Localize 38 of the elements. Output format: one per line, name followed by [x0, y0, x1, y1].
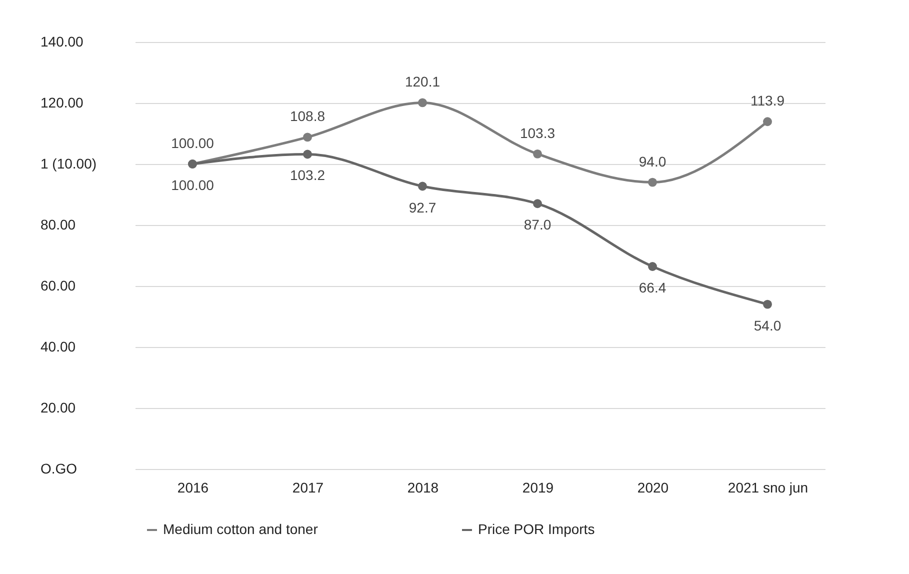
- data-label: 100.00: [171, 135, 214, 151]
- data-label: 120.1: [404, 74, 440, 90]
- y-tick-label: O.GO: [40, 460, 78, 476]
- data-label: 94.0: [638, 153, 666, 170]
- x-tick-label: 2017: [292, 480, 324, 496]
- y-tick-label: 20.00: [40, 400, 76, 416]
- data-label: 113.9: [750, 92, 785, 109]
- data-label: 100.00: [171, 177, 214, 193]
- point: [303, 150, 312, 159]
- point: [763, 117, 772, 126]
- legend-label: Price POR Imports: [478, 521, 595, 537]
- y-tick-label: 80.00: [40, 216, 76, 232]
- legend-label: Medium cotton and toner: [163, 521, 318, 537]
- y-tick-label: 40.00: [40, 338, 76, 354]
- data-label: 54.0: [754, 317, 782, 334]
- data-label: 92.7: [408, 199, 436, 216]
- point: [303, 132, 312, 142]
- data-label: 103.3: [520, 124, 556, 141]
- data-label: 87.0: [524, 216, 552, 233]
- point: [418, 98, 427, 108]
- x-tick-label: 2019: [522, 480, 554, 496]
- y-tick-label: 1 (10.00): [40, 156, 97, 172]
- x-tick-label: 2020: [637, 480, 669, 496]
- point: [418, 182, 427, 191]
- y-tick-label: 120.00: [40, 94, 84, 110]
- point: [648, 262, 657, 271]
- point: [648, 178, 657, 187]
- data-label: 103.2: [290, 167, 326, 184]
- point: [533, 199, 542, 208]
- point: [533, 149, 542, 158]
- x-tick-label: 2021 sno jun: [728, 480, 808, 496]
- x-tick-label: 2018: [407, 480, 439, 496]
- data-label: 108.8: [290, 108, 326, 124]
- point: [763, 300, 772, 309]
- y-tick-label: 140.00: [40, 34, 84, 50]
- y-tick-label: 60.00: [40, 278, 76, 294]
- x-tick-label: 2016: [177, 480, 209, 496]
- data-label: 66.4: [638, 279, 666, 296]
